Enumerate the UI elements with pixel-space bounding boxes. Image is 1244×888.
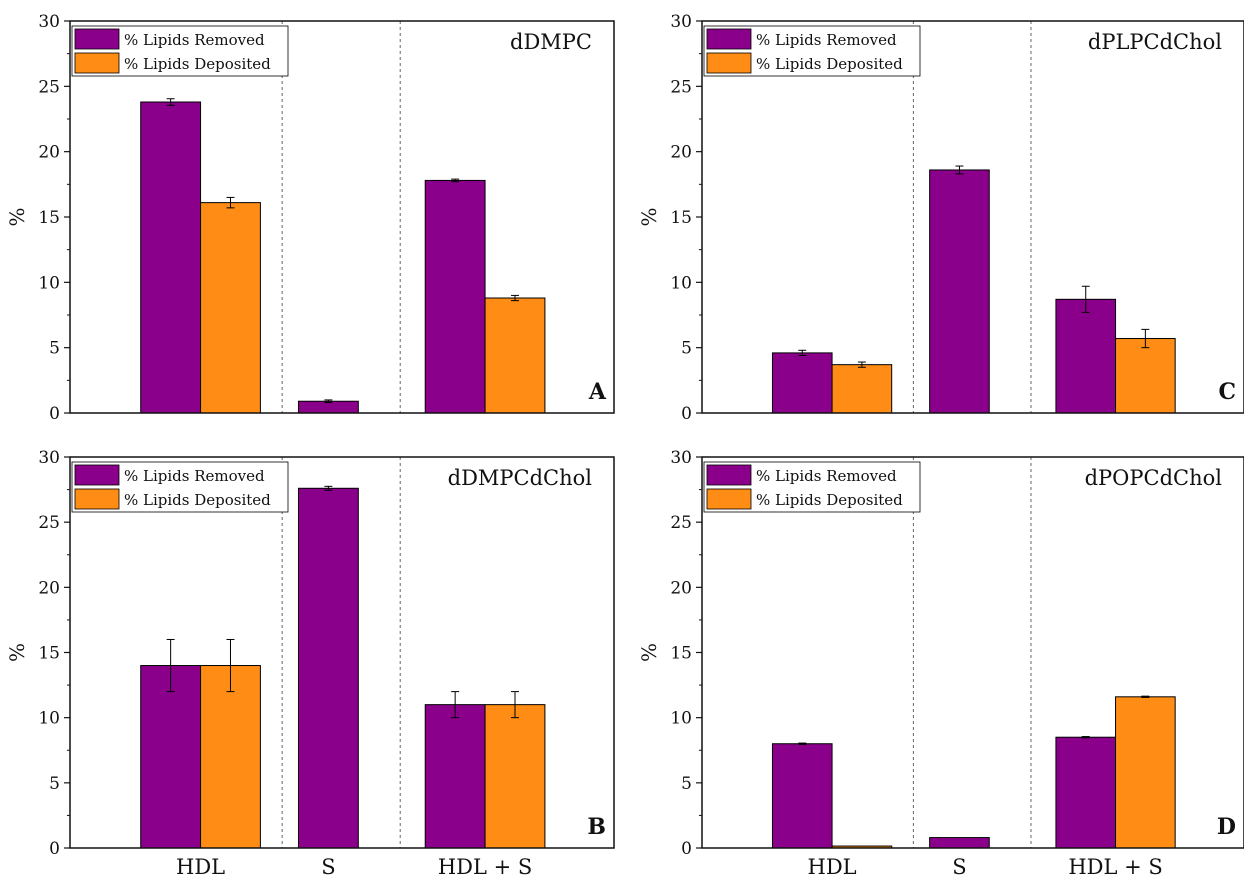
legend-label: % Lipids Deposited bbox=[756, 491, 903, 509]
y-tick-label: 25 bbox=[670, 513, 692, 533]
legend-swatch-removed bbox=[706, 28, 752, 50]
y-tick-label: 10 bbox=[38, 273, 60, 293]
y-tick-label: 5 bbox=[681, 339, 692, 359]
panel-title: dPOPCdChol bbox=[1085, 466, 1223, 490]
bar-deposited bbox=[200, 202, 261, 414]
y-tick-label: 0 bbox=[681, 404, 692, 424]
legend-swatch-removed bbox=[74, 464, 120, 486]
panel-letter: C bbox=[1218, 379, 1236, 405]
y-tick-label: 25 bbox=[670, 77, 692, 97]
legend-label: % Lipids Removed bbox=[756, 467, 897, 485]
y-tick-label: 5 bbox=[49, 774, 60, 794]
x-tick-label: HDL + S bbox=[438, 855, 532, 879]
panel-letter: A bbox=[588, 379, 607, 405]
legend-swatch-deposited bbox=[74, 52, 120, 74]
y-tick-label: 15 bbox=[670, 644, 692, 664]
y-tick-label: 15 bbox=[38, 208, 60, 228]
legend: % Lipids Removed % Lipids Deposited bbox=[703, 461, 921, 513]
legend-label: % Lipids Removed bbox=[756, 31, 897, 49]
y-axis-label: % bbox=[5, 207, 29, 226]
y-tick-label: 25 bbox=[38, 513, 60, 533]
legend-swatch-removed bbox=[706, 464, 752, 486]
y-tick-label: 15 bbox=[670, 208, 692, 228]
y-tick-label: 0 bbox=[49, 839, 60, 859]
legend-swatch-deposited bbox=[74, 488, 120, 510]
bar-deposited bbox=[200, 665, 261, 849]
panel-c: 0 5 10 15 20 25 30% dPLPCdChol C % Lipids Removed… bbox=[637, 12, 1244, 424]
legend-label: % Lipids Deposited bbox=[124, 491, 271, 509]
x-tick-label: HDL + S bbox=[1068, 855, 1162, 879]
bar-removed bbox=[140, 101, 202, 414]
bar-removed bbox=[929, 837, 990, 849]
y-axis-label: % bbox=[5, 643, 29, 662]
bar-removed bbox=[140, 665, 202, 849]
bar-deposited bbox=[1115, 696, 1176, 849]
bar-removed bbox=[424, 704, 486, 849]
y-tick-label: 30 bbox=[38, 448, 60, 468]
legend-swatch-deposited bbox=[706, 488, 752, 510]
x-tick-label: S bbox=[321, 855, 335, 879]
legend-label: % Lipids Deposited bbox=[124, 55, 271, 73]
y-tick-label: 0 bbox=[49, 404, 60, 424]
y-tick-label: 20 bbox=[38, 143, 60, 163]
x-tick-label: HDL bbox=[808, 855, 857, 879]
y-tick-label: 20 bbox=[670, 578, 692, 598]
panel-title: dDMPCdChol bbox=[448, 466, 593, 490]
y-tick-label: 25 bbox=[38, 77, 60, 97]
legend: % Lipids Removed % Lipids Deposited bbox=[71, 25, 289, 77]
bar-removed bbox=[929, 169, 990, 414]
legend-swatch-removed bbox=[74, 28, 120, 50]
x-tick-label: HDL bbox=[176, 855, 225, 879]
y-tick-label: 5 bbox=[681, 774, 692, 794]
bar-removed bbox=[771, 352, 833, 414]
y-axis-label: % bbox=[637, 207, 661, 226]
bar-removed bbox=[771, 743, 833, 849]
bar-removed bbox=[424, 179, 486, 414]
bar-removed bbox=[1055, 736, 1117, 849]
y-tick-label: 10 bbox=[670, 709, 692, 729]
y-tick-label: 30 bbox=[670, 448, 692, 468]
bar-deposited bbox=[484, 297, 546, 414]
y-tick-label: 0 bbox=[681, 839, 692, 859]
bar-deposited bbox=[484, 704, 546, 849]
y-tick-label: 30 bbox=[38, 12, 60, 32]
y-axis-label: % bbox=[637, 643, 661, 662]
y-tick-label: 10 bbox=[38, 709, 60, 729]
bar-removed bbox=[297, 487, 359, 849]
panel-title: dDMPC bbox=[510, 30, 592, 54]
legend-label: % Lipids Removed bbox=[124, 467, 265, 485]
y-tick-label: 5 bbox=[49, 339, 60, 359]
bar-removed bbox=[1055, 298, 1117, 414]
panel-letter: B bbox=[587, 814, 606, 840]
x-tick-label: S bbox=[952, 855, 966, 879]
bar-deposited bbox=[1115, 338, 1176, 414]
legend-label: % Lipids Removed bbox=[124, 31, 265, 49]
bar-deposited bbox=[831, 364, 893, 414]
y-tick-label: 15 bbox=[38, 644, 60, 664]
panel-title: dPLPCdChol bbox=[1088, 30, 1222, 54]
panel-d: 0 5 10 15 20 25 30% HDL S HDL + S dPOPCdChol D % Lip… bbox=[637, 448, 1244, 879]
y-tick-label: 10 bbox=[670, 273, 692, 293]
y-tick-label: 30 bbox=[670, 12, 692, 32]
panel-b: 0 5 10 15 20 25 30% HDL S HDL + S dDMPCdChol B % Lip… bbox=[5, 448, 615, 879]
legend: % Lipids Removed % Lipids Deposited bbox=[71, 461, 289, 513]
y-tick-label: 20 bbox=[670, 143, 692, 163]
legend: % Lipids Removed % Lipids Deposited bbox=[703, 25, 921, 77]
legend-swatch-deposited bbox=[706, 52, 752, 74]
panel-letter: D bbox=[1217, 814, 1236, 840]
y-tick-label: 20 bbox=[38, 578, 60, 598]
legend-label: % Lipids Deposited bbox=[756, 55, 903, 73]
